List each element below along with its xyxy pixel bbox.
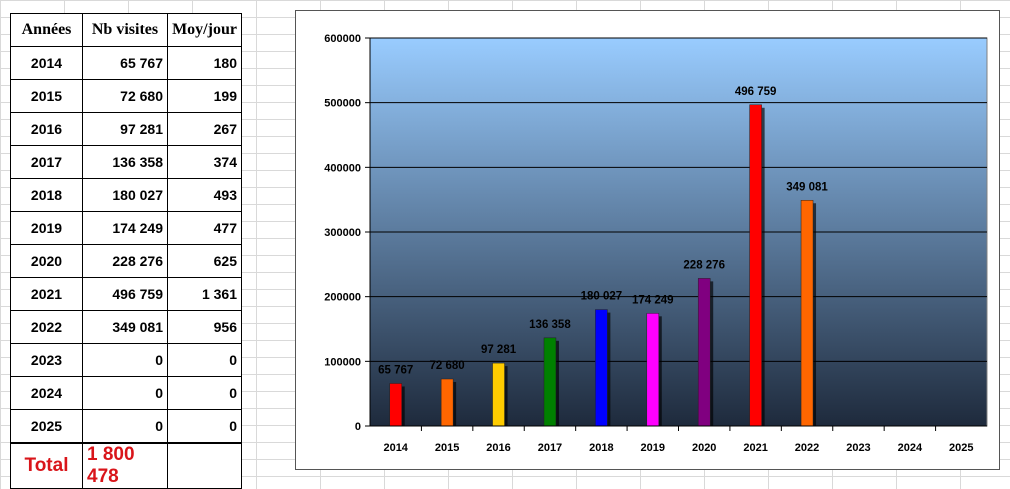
table-row: 2021 496 759 1 361 (10, 277, 242, 311)
data-label-2018: 180 027 (581, 291, 623, 303)
y-tick-label: 100000 (324, 356, 361, 368)
x-tick-label: 2023 (846, 442, 870, 454)
year-cell: 2018 (10, 178, 83, 212)
daily-average-cell: 374 (167, 145, 242, 179)
x-tick-label: 2014 (383, 442, 408, 454)
y-tick-label: 0 (355, 421, 361, 433)
year-cell: 2025 (10, 409, 83, 444)
daily-average-cell: 956 (167, 310, 242, 344)
table-row: 2018 180 027 493 (10, 178, 242, 212)
bar-2020 (697, 278, 711, 427)
x-axis: 2014 2015 2016 2017 2018 2019 2020 2021 2022 2023… (370, 425, 987, 454)
visits-cell: 0 (82, 343, 168, 377)
visits-cell: 72 680 (82, 79, 168, 113)
table-row: 2025 0 0 (10, 409, 242, 444)
chart-frame: 0 100000 200000 300000 400000 500000 600000 65… (295, 10, 1000, 470)
y-tick-label: 500000 (324, 98, 361, 110)
daily-average-cell: 0 (167, 343, 242, 377)
total-label: Total (10, 442, 83, 489)
y-tick-label: 300000 (324, 227, 361, 239)
bar-2018 (595, 309, 608, 427)
total-empty-cell (167, 442, 242, 489)
table-header-row: Années Nb visites Moy/jour (10, 13, 242, 47)
table-row: 2014 65 767 180 (10, 46, 242, 80)
header-daily-average: Moy/jour (167, 13, 242, 47)
daily-average-cell: 625 (167, 244, 242, 278)
visits-cell: 0 (82, 376, 168, 410)
bar-2022 (800, 200, 814, 427)
year-cell: 2014 (10, 46, 83, 80)
daily-average-cell: 0 (167, 409, 242, 444)
daily-average-cell: 477 (167, 211, 242, 245)
y-tick-label: 400000 (324, 162, 361, 174)
x-tick-label: 2017 (538, 442, 562, 454)
visits-cell: 496 759 (82, 277, 168, 311)
data-label-2020: 228 276 (683, 259, 725, 271)
table-row: 2015 72 680 199 (10, 79, 242, 113)
x-tick-label: 2018 (589, 442, 613, 454)
visits-table: Années Nb visites Moy/jour 2014 65 767 180… (10, 13, 242, 489)
y-axis: 0 100000 200000 300000 400000 500000 600000 (324, 33, 371, 433)
grid-lines (370, 37, 987, 362)
table-row: 2020 228 276 625 (10, 244, 242, 278)
visits-cell: 65 767 (82, 46, 168, 80)
data-label-2021: 496 759 (735, 86, 777, 98)
year-cell: 2019 (10, 211, 83, 245)
data-label-2016: 97 281 (481, 344, 517, 356)
daily-average-cell: 493 (167, 178, 242, 212)
year-cell: 2015 (10, 79, 83, 113)
year-cell: 2023 (10, 343, 83, 377)
header-years: Années (10, 13, 83, 47)
table-row: 2022 349 081 956 (10, 310, 242, 344)
header-visits: Nb visites (82, 13, 168, 47)
visits-cell: 0 (82, 409, 168, 444)
table-row: 2023 0 0 (10, 343, 242, 377)
bar-2015 (440, 378, 454, 427)
table-row: 2024 0 0 (10, 376, 242, 410)
x-tick-label: 2016 (486, 442, 510, 454)
year-cell: 2021 (10, 277, 83, 311)
visits-cell: 174 249 (82, 211, 168, 245)
year-cell: 2017 (10, 145, 83, 179)
x-tick-label: 2015 (435, 442, 459, 454)
daily-average-cell: 267 (167, 112, 242, 146)
x-tick-label: 2019 (641, 442, 665, 454)
bar-2017 (543, 337, 557, 427)
bar-2019 (646, 313, 660, 427)
x-tick-label: 2025 (949, 442, 973, 454)
daily-average-cell: 0 (167, 376, 242, 410)
bar-2014 (389, 383, 402, 427)
table-row: 2017 136 358 374 (10, 145, 242, 179)
daily-average-cell: 180 (167, 46, 242, 80)
visits-cell: 180 027 (82, 178, 168, 212)
y-tick-label: 200000 (324, 292, 361, 304)
bar-chart: 0 100000 200000 300000 400000 500000 600000 65… (324, 33, 988, 454)
data-label-2014: 65 767 (378, 364, 413, 376)
bar-2021 (749, 104, 762, 427)
daily-average-cell: 199 (167, 79, 242, 113)
table-row: 2019 174 249 477 (10, 211, 242, 245)
data-label-2022: 349 081 (786, 181, 828, 193)
x-tick-label: 2021 (743, 442, 767, 454)
bar-2016 (492, 362, 505, 427)
visits-cell: 228 276 (82, 244, 168, 278)
table-row: 2016 97 281 267 (10, 112, 242, 146)
visits-cell: 349 081 (82, 310, 168, 344)
y-tick-label: 600000 (324, 33, 361, 45)
visits-cell: 136 358 (82, 145, 168, 179)
year-cell: 2016 (10, 112, 83, 146)
visits-cell: 97 281 (82, 112, 168, 146)
year-cell: 2024 (10, 376, 83, 410)
x-tick-label: 2022 (795, 442, 819, 454)
year-cell: 2020 (10, 244, 83, 278)
x-tick-label: 2024 (898, 442, 923, 454)
daily-average-cell: 1 361 (167, 277, 242, 311)
year-cell: 2022 (10, 310, 83, 344)
table-body: 2014 65 767 180 2015 72 680 199 2016 97 281 267 2… (10, 46, 242, 444)
data-label-2017: 136 358 (529, 319, 571, 331)
bars: 65 767 72 680 97 281 136 358 180 027 174 249 2… (378, 86, 828, 427)
data-label-2019: 174 249 (632, 294, 674, 306)
x-tick-label: 2020 (692, 442, 716, 454)
data-label-2015: 72 680 (430, 360, 465, 372)
